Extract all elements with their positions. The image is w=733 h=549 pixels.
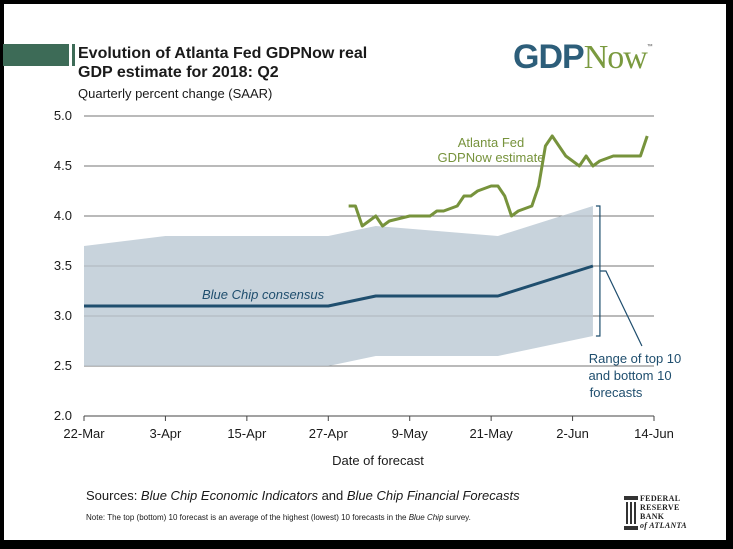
y-tick-label-2.5: 2.5: [54, 358, 72, 373]
chart-title: Evolution of Atlanta Fed GDPNow real GDP…: [78, 44, 367, 82]
eagle-column-icon: [624, 496, 638, 530]
frb-line2: RESERVE: [640, 503, 680, 512]
logo-now: Now: [583, 39, 648, 76]
x-tick-label-22-Mar: 22-Mar: [63, 426, 105, 441]
chart-subtitle: Quarterly percent change (SAAR): [78, 86, 273, 101]
footnote: Note: The top (bottom) 10 forecast is an…: [86, 513, 471, 522]
y-tick-label-3.5: 3.5: [54, 258, 72, 273]
x-axis-ticks: [83, 416, 655, 421]
logo-trademark: ™: [646, 44, 653, 50]
x-axis-tick-labels: 22-Mar 3-Apr 15-Apr 27-Apr 9-May 21-May 2-Jun 1…: [63, 426, 673, 441]
consensus-series-label: Blue Chip consensus: [202, 287, 325, 302]
series-gdpnow-estimate: [348, 134, 649, 228]
x-tick-label-27-Apr: 27-Apr: [309, 426, 349, 441]
source-1: Blue Chip Economic Indicators: [140, 488, 318, 503]
y-tick-label-4.5: 4.5: [54, 158, 72, 173]
x-tick-label-14-Jun: 14-Jun: [634, 426, 674, 441]
gdpnow-logo: GDPNow™: [513, 38, 653, 77]
gdpnow-label-line1: Atlanta Fed: [458, 135, 525, 150]
x-tick-label-15-Apr: 15-Apr: [227, 426, 267, 441]
note-prefix: Note: The top (bottom) 10 forecast is an…: [86, 513, 409, 522]
x-axis-title: Date of forecast: [332, 453, 424, 468]
federal-reserve-logo: FEDERAL RESERVE BANK of ATLANTA: [624, 494, 714, 536]
y-tick-label-2.0: 2.0: [54, 408, 72, 423]
sources-prefix: Sources:: [86, 488, 141, 503]
logo-gdp: GDP: [513, 38, 585, 76]
y-axis-tick-labels: 5.0 4.5 4.0 3.5 3.0 2.5 2.0: [54, 108, 72, 423]
x-tick-label-21-May: 21-May: [469, 426, 513, 441]
sources-mid: and: [317, 488, 347, 503]
range-pointer-line: [599, 270, 643, 347]
y-tick-label-5.0: 5.0: [54, 108, 72, 123]
forecast-range-band: [84, 206, 593, 366]
chart-title-line2: GDP estimate for 2018: Q2: [78, 64, 279, 81]
source-2: Blue Chip Financial Forecasts: [346, 488, 520, 503]
x-tick-label-9-May: 9-May: [392, 426, 429, 441]
x-tick-label-2-Jun: 2-Jun: [556, 426, 589, 441]
y-tick-label-4.0: 4.0: [54, 208, 72, 223]
range-label-line1: Range of top 10: [589, 351, 682, 366]
gdpnow-label-line2: GDPNow estimate: [438, 150, 545, 165]
range-label-line2: and bottom 10: [588, 368, 671, 383]
title-accent-bar: [3, 44, 69, 66]
chart-title-line1: Evolution of Atlanta Fed GDPNow real: [78, 45, 368, 62]
range-label-line3: forecasts: [590, 385, 643, 400]
x-tick-label-3-Apr: 3-Apr: [150, 426, 182, 441]
y-tick-label-3.0: 3.0: [54, 308, 72, 323]
note-italic: Blue Chip: [408, 513, 444, 522]
note-suffix: survey.: [443, 513, 471, 522]
frb-line4: of ATLANTA: [640, 521, 687, 530]
frb-line1: FEDERAL: [640, 494, 681, 503]
title-accent-tick: [72, 44, 75, 66]
frb-line3: BANK: [640, 512, 665, 521]
series-blue-chip-consensus: [84, 264, 594, 308]
grid-lines-over-band: [84, 115, 654, 367]
sources-line: Sources: Blue Chip Economic Indicators a…: [86, 488, 520, 503]
